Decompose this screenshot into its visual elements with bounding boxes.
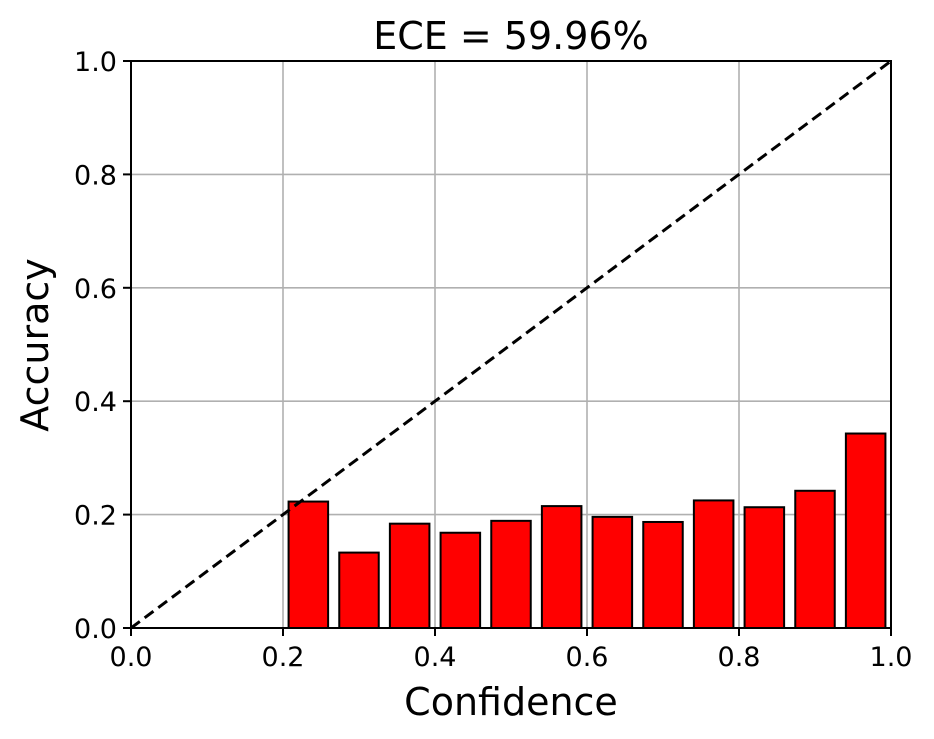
plot-frame: [130, 60, 892, 629]
bar-12: [844, 432, 887, 630]
x-tick-label-4: 0.8: [718, 642, 761, 673]
bar-3: [388, 522, 431, 629]
x-tick-label-2: 0.4: [414, 642, 457, 673]
y-tick-label-1: 0.2: [74, 501, 117, 532]
bars: [287, 432, 887, 630]
x-tick-label-1: 0.2: [262, 642, 305, 673]
y-tick-label-3: 0.6: [74, 274, 117, 305]
bar-10: [743, 506, 786, 630]
bar-11: [794, 489, 836, 630]
bar-9: [692, 499, 735, 629]
perfect-calibration-line: [130, 59, 892, 630]
y-tick-label-0: 0.0: [74, 614, 117, 645]
bar-4: [439, 531, 482, 630]
bar-2: [338, 551, 380, 629]
chart-title: ECE = 59.96%: [373, 14, 648, 58]
x-axis-ticks: 0.0 0.2 0.4 0.6 0.8 1.0: [110, 628, 913, 673]
y-tick-label-5: 1.0: [74, 47, 117, 78]
bar-1: [287, 500, 330, 629]
x-axis-title: Confidence: [404, 680, 618, 724]
x-tick-label-3: 0.6: [566, 642, 609, 673]
y-axis-title: Accuracy: [13, 258, 57, 432]
bar-5: [490, 519, 532, 629]
y-axis-ticks: 0.0 0.2 0.4 0.6 0.8 1.0: [74, 47, 131, 645]
x-tick-label-0: 0.0: [110, 642, 153, 673]
y-tick-label-4: 0.8: [74, 160, 117, 191]
bar-8: [642, 520, 684, 630]
x-tick-label-5: 1.0: [870, 642, 913, 673]
bar-7: [591, 515, 634, 629]
bar-6: [540, 505, 583, 629]
y-tick-label-2: 0.4: [74, 387, 117, 418]
